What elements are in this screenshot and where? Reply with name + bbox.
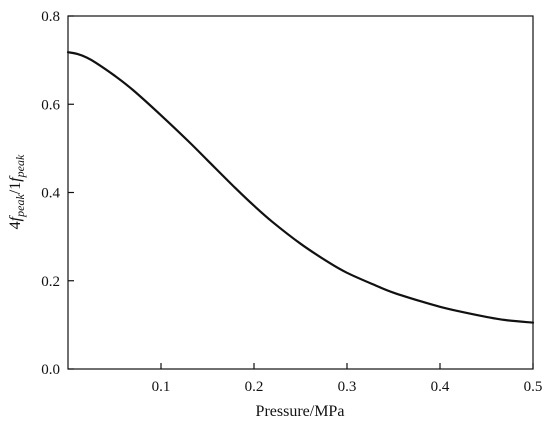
y-tick-label: 0.2: [41, 274, 60, 290]
plot-frame: [67, 15, 534, 370]
series-line: [66, 51, 535, 324]
x-axis-ticks: 0.1 0.2 0.3 0.4 0.5: [152, 363, 543, 395]
x-tick-label: 0.5: [524, 379, 543, 395]
y-tick-label: 0.0: [41, 362, 60, 378]
y-tick-label: 0.4: [41, 186, 60, 202]
x-tick-label: 0.3: [338, 379, 357, 395]
x-tick-label: 0.4: [431, 379, 450, 395]
y-axis-ticks: 0.0 0.2 0.4 0.6 0.8: [41, 9, 74, 378]
y-axis-label: 4fpeak/1fpeak: [7, 154, 27, 229]
x-axis-label: Pressure/MPa: [256, 403, 345, 420]
y-tick-label: 0.8: [41, 9, 60, 25]
x-tick-label: 0.2: [245, 379, 264, 395]
y-tick-label: 0.6: [41, 97, 60, 113]
x-tick-label: 0.1: [152, 379, 171, 395]
